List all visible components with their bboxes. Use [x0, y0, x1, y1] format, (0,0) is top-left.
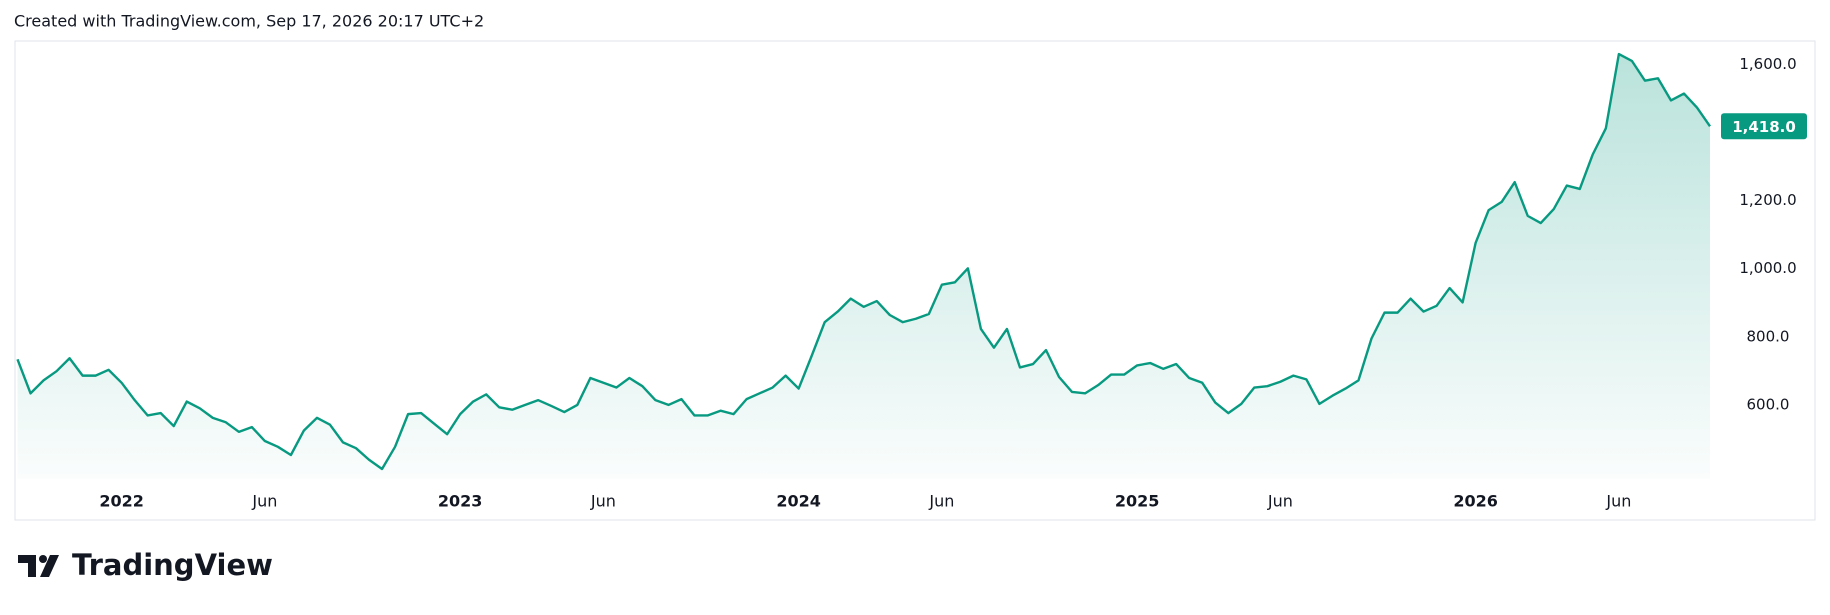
area-fill: [17, 54, 1710, 479]
pane-border: [14, 40, 1816, 521]
x-tick-label: 2026: [1453, 492, 1498, 511]
header: Created with TradingView.com, Sep 17, 20…: [14, 12, 484, 31]
x-tick-label: 2023: [438, 492, 483, 511]
x-tick-label: Jun: [1267, 492, 1293, 511]
brand-logo: [18, 555, 59, 577]
y-tick-label: 1,200.0: [1739, 191, 1796, 209]
x-tick-label: Jun: [251, 492, 277, 511]
x-tick-label: Jun: [1605, 492, 1631, 511]
x-tick-label: 2022: [99, 492, 144, 511]
x-tick-label: Jun: [928, 492, 954, 511]
y-tick-label: 1,600.0: [1739, 55, 1796, 73]
x-tick-label: 2025: [1115, 492, 1160, 511]
price-line: [16, 52, 1711, 471]
x-tick-label: 2024: [776, 492, 821, 511]
y-tick-label: 600.0: [1747, 395, 1790, 413]
x-tick-label: Jun: [590, 492, 616, 511]
last-price-label: 1,418.0: [1732, 118, 1796, 136]
last-price-box: [1721, 113, 1807, 140]
y-tick-label: 800.0: [1747, 327, 1790, 345]
y-tick-label: 1,000.0: [1739, 259, 1796, 277]
brand-name: TradingView: [72, 548, 273, 582]
